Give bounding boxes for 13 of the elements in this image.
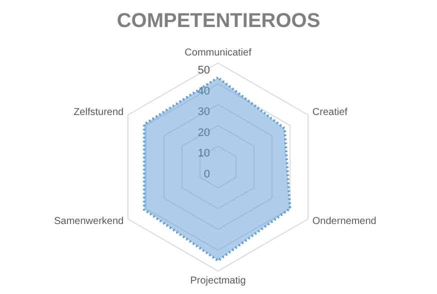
spoke-label: Samenwerkend xyxy=(54,216,124,227)
y-tick-label: 0 xyxy=(204,168,210,180)
spoke-label: Communicatief xyxy=(184,48,252,58)
spoke-label: Zelfsturend xyxy=(74,107,124,118)
spoke-label: Ondernemend xyxy=(312,216,376,227)
spoke-label: Projectmatig xyxy=(190,276,246,286)
chart-title: COMPETENTIEROOS xyxy=(116,10,320,32)
y-tick-label: 20 xyxy=(198,126,210,139)
y-tick-label: 50 xyxy=(198,64,210,76)
y-tick-label: 10 xyxy=(198,148,210,160)
y-tick-label: 30 xyxy=(198,106,210,118)
spoke-label: Creatief xyxy=(312,107,348,118)
y-tick-label: 40 xyxy=(198,85,210,98)
